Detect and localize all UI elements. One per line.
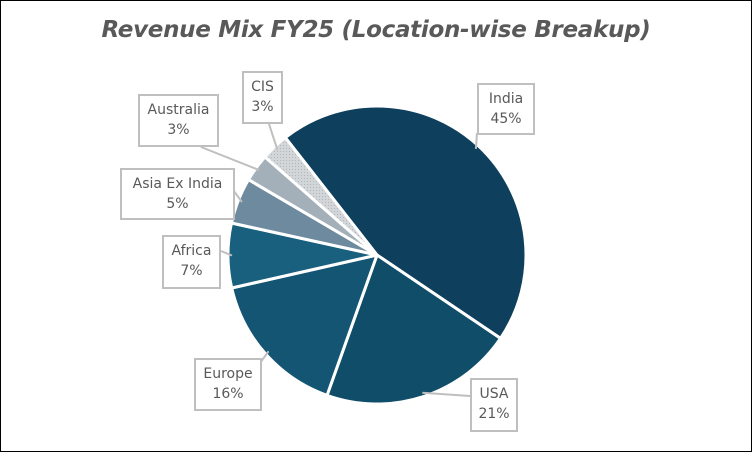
data-label: India 45% [477,83,535,135]
data-label: USA 21% [470,378,518,432]
data-label-percent: 3% [167,122,190,138]
pie-slice-cis [263,136,379,257]
data-label-percent: 45% [490,111,522,127]
pie-slice-usa [325,253,503,406]
data-label-category: Europe [203,366,253,382]
data-label: Australia 3% [138,94,219,147]
pie-slice-india [283,104,528,340]
leader-line [200,146,260,172]
leader-line [268,123,279,150]
data-label-category: Australia [147,102,210,118]
leader-line [220,250,233,257]
data-label-category: Asia Ex India [132,176,223,192]
data-label-percent: 7% [180,263,203,279]
leader-line [474,132,478,150]
chart-title: Revenue Mix FY25 (Location-wise Breakup) [101,17,651,43]
data-label: Asia Ex India 5% [120,168,235,220]
data-label: CIS 3% [242,71,283,124]
data-label-category: CIS [251,79,274,95]
data-label-category: Africa [171,243,212,259]
data-label: Europe 16% [194,358,262,411]
data-label-percent: 16% [212,386,244,402]
data-label-percent: 5% [166,196,189,212]
data-label-category: USA [479,386,509,402]
data-label-percent: 21% [478,406,510,422]
data-label-category: India [488,91,524,107]
data-label-percent: 3% [251,99,274,115]
data-label: Africa 7% [162,235,221,289]
leader-line [422,391,471,397]
